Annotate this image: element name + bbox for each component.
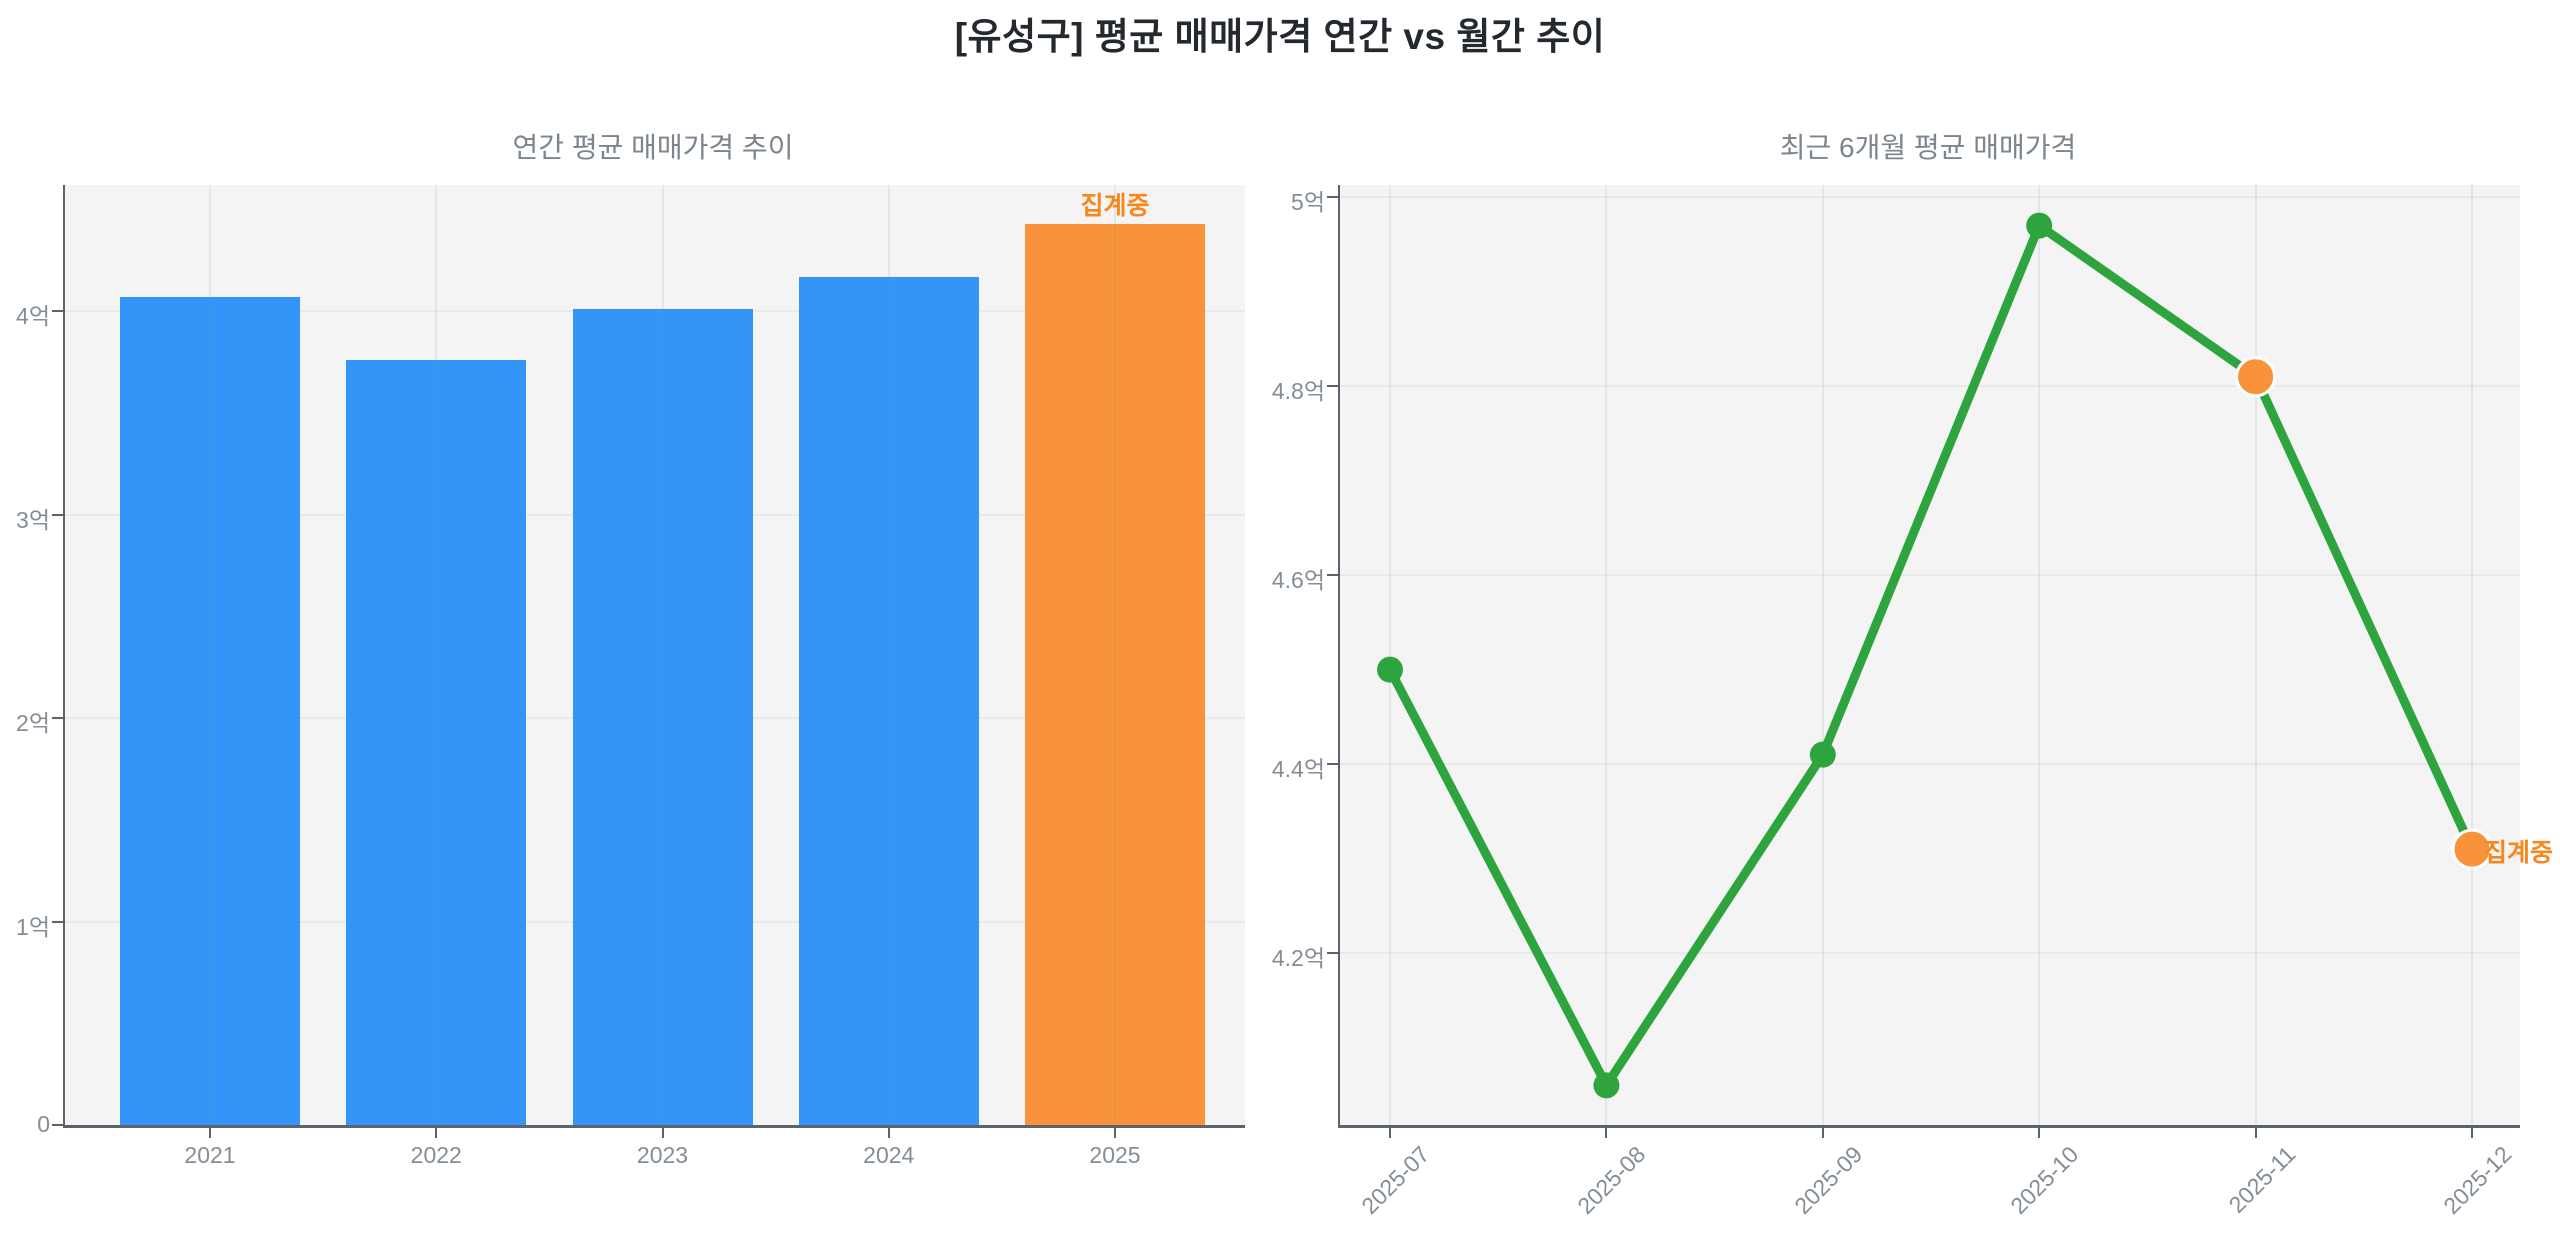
data-point-2025-08: [1593, 1072, 1620, 1099]
page-title: [유성구] 평균 매매가격 연간 vs 월간 추이: [954, 16, 1606, 57]
x-tick-mark: [1605, 1128, 1608, 1138]
y-tick-label: 2억: [16, 710, 50, 737]
y-tick-mark: [1327, 385, 1338, 388]
x-tick-label: 2025-10: [2005, 1141, 2084, 1220]
bar-2025: [1025, 223, 1205, 1125]
x-gridline: [1389, 185, 1391, 1125]
x-tick-label: 2021: [184, 1142, 236, 1168]
data-point-2025-11: [2235, 356, 2277, 398]
y-tick-label: 4.4억: [1271, 756, 1325, 783]
x-tick-label: 2025-08: [1572, 1141, 1651, 1220]
x-tick-label: 2023: [636, 1142, 689, 1168]
x-tick-label: 2024: [863, 1142, 915, 1168]
data-point-2025-12: [2451, 828, 2493, 870]
y-tick-label: 1억: [16, 913, 50, 940]
line-chart-plot-area: 5억 4.8억 4.6억 4.4억 4.2억 2025-07 2025-08 2025-09 2…: [1272, 185, 2553, 1219]
aggregating-label: 집계중: [1080, 191, 1150, 220]
x-tick-label: 2025: [1089, 1142, 1141, 1168]
x-gridline: [2254, 185, 2257, 1125]
y-tick-mark: [52, 717, 63, 720]
y-tick-mark: [52, 310, 63, 313]
bar-2023: [572, 309, 753, 1125]
x-gridline: [1821, 185, 1824, 1125]
y-gridline: [1340, 763, 2520, 766]
data-point-2025-07: [1377, 656, 1403, 683]
y-gridline: [1340, 574, 2520, 577]
x-tick-mark: [2038, 1128, 2041, 1138]
x-tick-label: 2025-07: [1356, 1141, 1435, 1220]
y-tick-label: 4억: [16, 303, 50, 330]
x-gridline: [887, 185, 890, 1125]
line-series: [1377, 212, 2493, 1099]
x-gridline: [435, 185, 438, 1125]
x-tick-mark: [435, 1128, 438, 1138]
bar-2022: [346, 359, 527, 1125]
x-gridline: [1605, 185, 1608, 1125]
y-gridline: [1340, 385, 2520, 388]
x-tick-mark: [1821, 1128, 1824, 1138]
y-tick-mark: [1327, 952, 1338, 955]
x-tick-mark: [661, 1128, 664, 1138]
y-tick-mark: [1327, 763, 1338, 766]
y-tick-label: 3억: [16, 506, 50, 533]
y-tick-mark: [52, 920, 63, 923]
bar-chart-plot-area: 0 1억 2억 3억 4억 2021 2022 2023 2024 2025 집계중: [16, 185, 1245, 1168]
y-tick-mark: [52, 513, 63, 516]
x-tick-mark: [209, 1128, 211, 1138]
y-tick-label: 4.6억: [1271, 567, 1325, 594]
x-gridline: [2471, 185, 2473, 1125]
x-gridline: [2038, 185, 2041, 1125]
trend-line: [1385, 221, 2477, 1090]
bar-2024: [798, 276, 979, 1125]
y-gridline: [1340, 952, 2520, 955]
data-point-2025-09: [1809, 741, 1836, 768]
line-chart-title: 최근 6개월 평균 매매가격: [1779, 132, 2077, 163]
y-gridline: [1340, 196, 2520, 199]
x-gridline: [1114, 185, 1116, 1125]
y-tick-label: 4.8억: [1271, 378, 1325, 405]
bar-chart-title: 연간 평균 매매가격 추이: [512, 132, 794, 163]
x-tick-label: 2025-11: [2223, 1141, 2300, 1218]
x-gridline: [209, 185, 211, 1125]
y-tick-mark: [52, 1124, 63, 1126]
x-tick-mark: [1389, 1128, 1391, 1138]
x-tick-label: 2025-09: [1789, 1141, 1868, 1220]
x-tick-mark: [2471, 1128, 2473, 1138]
x-gridline: [661, 185, 664, 1125]
y-tick-mark: [1327, 574, 1338, 577]
x-tick-mark: [887, 1128, 890, 1138]
x-tick-label: 2025-12: [2438, 1141, 2517, 1220]
y-tick-label: 5억: [1291, 189, 1325, 216]
x-tick-mark: [2254, 1128, 2257, 1138]
bar-2021: [120, 296, 300, 1125]
y-tick-mark: [1327, 196, 1338, 199]
y-tick-label: 4.2억: [1271, 945, 1325, 972]
aggregating-label: 집계중: [2484, 839, 2554, 868]
data-point-2025-10: [2026, 212, 2053, 239]
y-tick-label: 0: [37, 1111, 50, 1137]
x-tick-label: 2022: [410, 1142, 462, 1168]
x-tick-mark: [1114, 1128, 1116, 1138]
